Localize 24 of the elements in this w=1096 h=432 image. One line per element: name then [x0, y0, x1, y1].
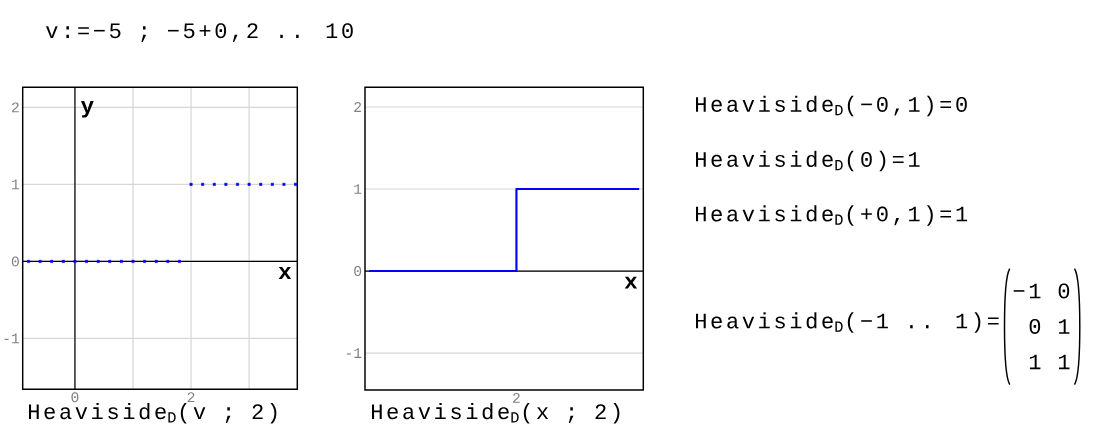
y-tick-label: 1	[12, 179, 20, 190]
x-tick-label: 0	[71, 392, 79, 403]
text: v:=−5 ; −5+0,2 .. 10	[46, 23, 353, 42]
text: 0 1	[1029, 318, 1070, 334]
y-tick-label: -1	[346, 348, 362, 358]
x-tick-label: 2	[513, 392, 520, 403]
x-axis-title: x	[278, 267, 292, 279]
y-tick-label: 2	[11, 102, 19, 113]
y-tick-label: 1	[354, 184, 362, 194]
y-tick-label: 2	[354, 102, 362, 112]
y-tick-label: 0	[11, 256, 19, 267]
y-axis-title: y	[80, 100, 94, 118]
text: Heaviside$_{D}$(x ; 2)	[372, 403, 620, 424]
text: Heaviside$_{D}$(v ; 2)	[29, 403, 277, 424]
y-tick-label: 0	[354, 266, 362, 277]
text: −1 0	[1013, 283, 1070, 299]
x-tick-label: 2	[187, 392, 195, 403]
y-tick-label: -1	[4, 333, 20, 344]
text: Heaviside$_{D}$(0)=1	[696, 150, 920, 172]
text: Heaviside$_{D}$(−0,1)=0	[696, 95, 967, 117]
text: Heaviside$_{D}$(−1 .. 1)=	[696, 312, 999, 333]
text: Heaviside$_{D}$(+0,1)=1	[696, 205, 968, 226]
x-axis-title: x	[624, 276, 638, 289]
text: 1 1	[1029, 354, 1070, 370]
